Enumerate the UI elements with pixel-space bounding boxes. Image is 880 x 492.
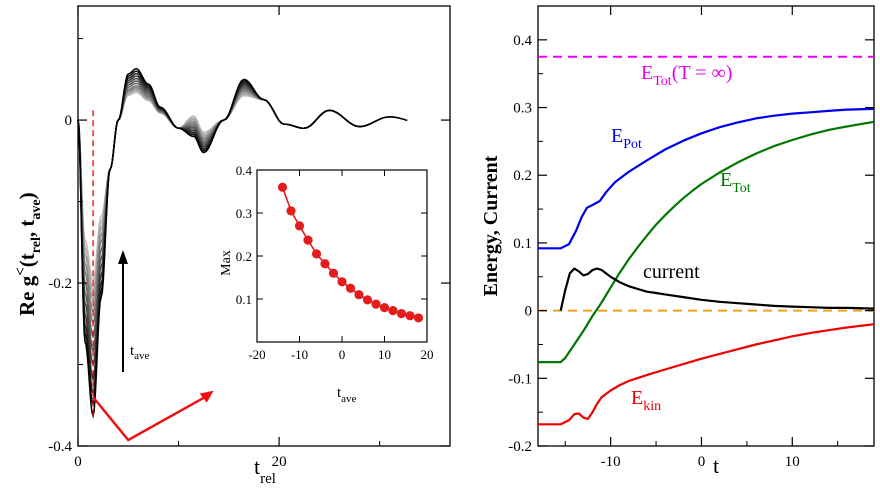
series-line-e-kin — [538, 323, 875, 426]
inset-x-tick-label: 0 — [339, 347, 346, 362]
inset-point — [371, 299, 381, 309]
inset-y-axis-label: Max — [219, 250, 234, 276]
inset-y-tick-label: 0.3 — [236, 206, 252, 221]
left-y-tick-label: -0.4 — [48, 439, 72, 455]
inset-y-tick-label: 0.2 — [236, 249, 252, 264]
right-y-tick-label: -0.1 — [508, 371, 532, 387]
series-label-e-tot-infinity: ETot(T = ∞) — [641, 62, 732, 89]
inset-y-tick-label: 0.1 — [236, 292, 252, 307]
left-axis-ticks: 0 20 -0.4 -0.2 0 — [48, 6, 450, 470]
left-y-axis-label: Re g<(trel, tave) — [13, 192, 44, 316]
inset-series — [277, 182, 424, 323]
inset-point — [277, 182, 288, 192]
inset-point — [320, 259, 330, 269]
right-panel: -10 0 10-0.2-0.100.10.20.30.4 ETot(T = ∞) … — [480, 5, 875, 478]
right-reference-lines — [538, 55, 874, 312]
inset-x-tick-label: -10 — [291, 347, 308, 362]
inset-point — [294, 221, 305, 231]
inset-point — [286, 206, 296, 216]
left-y-tick-label: -0.2 — [48, 276, 72, 292]
series-line-current — [559, 267, 875, 311]
red-v-arrow-line — [92, 394, 209, 442]
inset-point — [362, 295, 373, 305]
series-label-e-pot: EPot — [611, 125, 642, 152]
inset-x-tick-label: 10 — [378, 347, 391, 362]
right-series — [538, 107, 875, 426]
right-y-axis-label: Energy, Current — [480, 155, 502, 296]
series-label-current: current — [643, 261, 700, 283]
right-y-tick-label: 0.1 — [513, 236, 532, 252]
right-y-tick-label: 0.3 — [513, 101, 532, 117]
left-plot-frame — [77, 5, 451, 447]
series-line-e-pot — [538, 107, 875, 250]
right-y-tick-label: -0.2 — [508, 439, 532, 455]
inset-point — [405, 311, 415, 321]
series-label-e-kin: Ekin — [631, 387, 661, 414]
inset-y-tick-label: 0.4 — [236, 163, 253, 178]
series-label-e-tot: ETot — [720, 169, 751, 196]
red-v-arrow — [92, 390, 214, 442]
left-x-tick-label: 20 — [272, 454, 287, 470]
right-x-axis-label: t — [713, 453, 719, 478]
right-y-tick-label: 0 — [525, 304, 533, 320]
inset-point — [303, 235, 313, 245]
right-axis-ticks: -10 0 10 -0.2 -0.1 0 0.1 0.2 0.3 0.4 — [508, 6, 874, 470]
inset-point — [379, 303, 390, 313]
inset-point — [337, 277, 347, 287]
inset-point — [388, 306, 398, 316]
right-x-tick-label: -10 — [601, 454, 621, 470]
red-v-arrow-head — [199, 390, 214, 403]
right-y-tick-label: 0.2 — [513, 168, 532, 184]
left-x-tick-label: 0 — [74, 454, 82, 470]
right-plot-frame — [537, 5, 875, 447]
inset-point — [328, 268, 339, 278]
right-y-tick-label: 0.4 — [513, 33, 532, 49]
left-x-axis-label: trel — [254, 454, 276, 487]
left-y-tick-label: 0 — [65, 113, 73, 129]
right-x-tick-label: 10 — [785, 454, 800, 470]
inset-x-axis-label: tave — [337, 385, 357, 405]
family-curve — [77, 67, 408, 419]
t-ave-arrow — [118, 250, 128, 372]
series-line-e-tot — [538, 120, 875, 364]
inset-point — [311, 249, 322, 259]
inset-point — [345, 283, 356, 293]
inset-point — [354, 290, 364, 300]
t-ave-arrow-label: tave — [130, 343, 150, 362]
left-curve-family — [77, 67, 408, 419]
inset-axis-ticks: -20 -10 0 10 20 0.1 0.2 0.3 0.4 — [236, 163, 434, 362]
inset-point — [413, 313, 424, 323]
inset-point — [396, 309, 407, 319]
inset-x-tick-label: 20 — [421, 347, 434, 362]
inset-x-tick-label: -20 — [248, 347, 265, 362]
left-panel: 0 20 -0.4 -0.2 0 tave trel Re g<(trel, tave)… — [13, 5, 451, 487]
right-x-tick-label: 0 — [698, 454, 706, 470]
inset-chart: -20 -10 0 10 20 0.1 0.2 0.3 0.4 Max tave — [219, 163, 434, 405]
